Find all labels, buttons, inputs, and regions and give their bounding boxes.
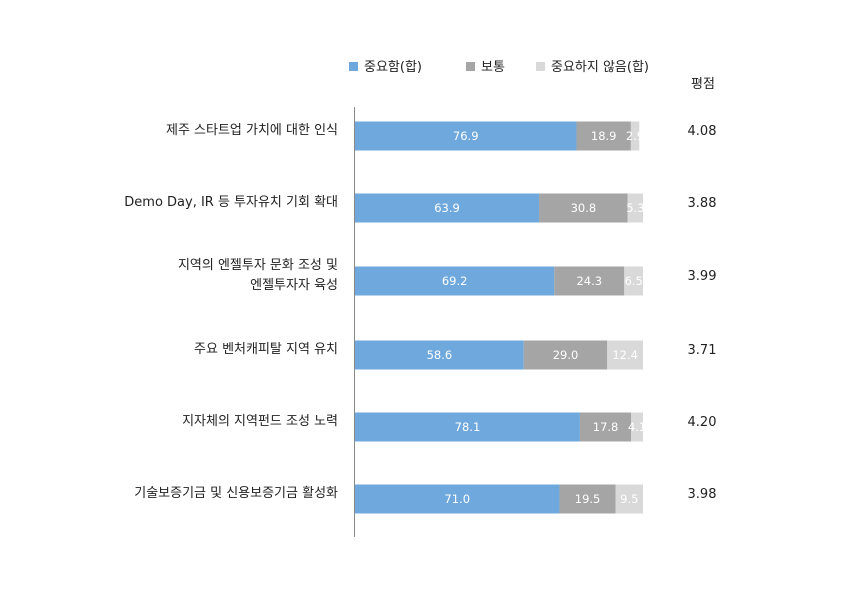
bar-segment <box>615 484 643 514</box>
bar-value-label: 76.9 <box>453 129 479 143</box>
bar-value-label: 9.5 <box>620 492 638 506</box>
category-label: 기술보증기금 및 신용보증기금 활성화 <box>134 486 338 501</box>
legend: 중요함(합) 보통 중요하지 않음(합) <box>349 60 649 75</box>
bar-value-label: 4.1 <box>628 420 646 434</box>
score-value: 4.08 <box>688 124 717 139</box>
bar-segment <box>630 121 640 151</box>
bar-segment <box>355 340 524 370</box>
bar-segment <box>355 412 580 442</box>
bar-segment <box>554 266 625 296</box>
bar-value-label: 69.2 <box>442 274 468 288</box>
bar-value-label: 30.8 <box>571 201 597 215</box>
category-label: 지역의 엔젤투자 문화 조성 및 <box>178 258 338 273</box>
legend-swatch <box>349 62 358 71</box>
category-label: 제주 스타트업 가치에 대한 인식 <box>166 123 338 138</box>
category-label: 지자체의 지역펀드 조성 노력 <box>182 414 338 429</box>
bar-value-label: 12.4 <box>612 348 638 362</box>
bar-segment <box>576 121 631 151</box>
bar-value-label: 24.3 <box>576 274 602 288</box>
bar-value-label: 63.9 <box>434 201 460 215</box>
bar-segment <box>559 484 616 514</box>
category-label: 주요 벤처캐피탈 지역 유치 <box>194 342 338 357</box>
legend-label: 보통 <box>481 60 505 75</box>
legend-label: 중요하지 않음(합) <box>551 60 649 75</box>
bar-value-label: 71.0 <box>444 492 470 506</box>
legend-label: 중요함(합) <box>364 60 422 75</box>
bar-segment <box>355 484 560 514</box>
legend-swatch <box>466 62 475 71</box>
bar-segment <box>355 193 540 223</box>
bar-segment <box>355 121 577 151</box>
category-label: 엔젤투자자 육성 <box>250 278 338 293</box>
score-value: 3.88 <box>688 196 717 211</box>
bar-value-label: 58.6 <box>427 348 453 362</box>
bar-segment <box>579 412 632 442</box>
bar-segment <box>355 266 555 296</box>
bar-segment <box>627 193 643 223</box>
score-value: 3.99 <box>688 269 717 284</box>
category-label: Demo Day, IR 등 투자유치 기회 확대 <box>124 195 338 210</box>
bar-value-label: 2.9 <box>626 129 644 143</box>
bar-value-label: 78.1 <box>455 420 481 434</box>
score-value: 3.71 <box>688 343 717 358</box>
score-labels: 4.08 3.88 3.99 3.71 4.20 3.98 <box>688 124 717 502</box>
bar-value-label: 29.0 <box>553 348 579 362</box>
bar-segment <box>607 340 643 370</box>
bar-value-label: 17.8 <box>593 420 619 434</box>
bar-value-label: 18.9 <box>591 129 617 143</box>
legend-swatch <box>536 62 545 71</box>
bar-segment <box>523 340 608 370</box>
bars-group: 76.9 18.9 2.9 63.9 30.8 5.3 69.2 24.3 6.5 58.6 29.… <box>355 121 646 514</box>
bar-segment <box>624 266 643 296</box>
score-value: 4.20 <box>688 415 717 430</box>
score-header: 평점 <box>691 77 715 92</box>
bar-segment <box>539 193 628 223</box>
bar-segment <box>631 412 643 442</box>
category-labels: 제주 스타트업 가치에 대한 인식 Demo Day, IR 등 투자유치 기회 … <box>124 123 338 501</box>
bar-value-label: 19.5 <box>575 492 601 506</box>
bar-value-label: 5.3 <box>626 201 644 215</box>
score-value: 3.98 <box>688 487 717 502</box>
bar-value-label: 6.5 <box>624 274 642 288</box>
